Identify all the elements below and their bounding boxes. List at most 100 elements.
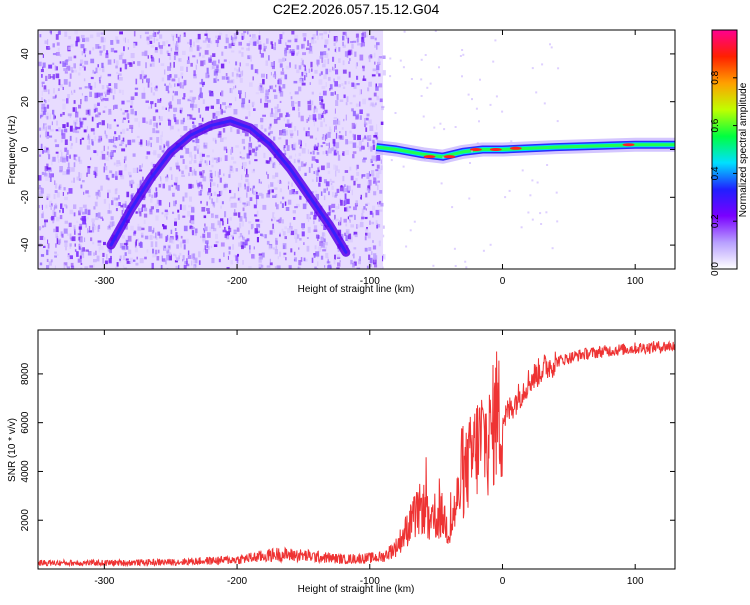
noise-speckle: [358, 258, 361, 265]
noise-speckle: [172, 40, 175, 45]
noise-speckle: [276, 265, 281, 269]
noise-speckle: [169, 125, 174, 130]
noise-speckle: [85, 37, 90, 42]
noise-speckle: [114, 134, 116, 141]
noise-speckle: [104, 163, 106, 166]
noise-speckle: [126, 100, 131, 103]
noise-speckle: [118, 170, 123, 176]
noise-speckle: [181, 170, 184, 175]
noise-speckle: [70, 144, 73, 149]
noise-speckle: [175, 257, 180, 261]
noise-speckle: [367, 87, 370, 92]
noise-speckle: [41, 171, 45, 175]
noise-speckle: [116, 71, 118, 75]
noise-speckle: [220, 92, 222, 96]
noise-speckle: [190, 220, 195, 225]
noise-speckle: [202, 55, 205, 58]
noise-speckle: [289, 190, 293, 195]
noise-speckle: [225, 73, 228, 77]
noise-speckle: [303, 37, 306, 42]
noise-speckle: [363, 75, 365, 81]
noise-speckle: [250, 224, 253, 230]
noise-speckle: [382, 70, 386, 76]
noise-speckle: [203, 60, 206, 65]
noise-speckle: [327, 257, 329, 260]
noise-speckle: [333, 67, 335, 72]
noise-speckle: [193, 265, 196, 269]
noise-speckle: [276, 104, 279, 108]
noise-speckle: [80, 99, 82, 105]
noise-speckle: [238, 67, 240, 72]
noise-speckle: [168, 245, 171, 249]
noise-speckle: [324, 241, 328, 246]
noise-speckle: [66, 149, 69, 155]
noise-speckle: [195, 64, 197, 70]
noise-speckle: [345, 223, 348, 227]
noise-speckle: [271, 218, 273, 222]
noise-speckle: [64, 71, 68, 74]
noise-speckle: [75, 117, 79, 121]
noise-speckle: [141, 227, 145, 231]
noise-speckle: [198, 251, 201, 258]
sparse-speckle: [551, 247, 554, 250]
noise-speckle: [88, 83, 91, 89]
noise-speckle: [165, 107, 167, 110]
noise-speckle: [94, 136, 97, 142]
noise-speckle: [345, 34, 348, 40]
noise-speckle: [246, 153, 250, 159]
noise-speckle: [231, 50, 235, 53]
noise-speckle: [106, 85, 109, 89]
noise-speckle: [345, 114, 347, 121]
noise-speckle: [356, 83, 360, 86]
noise-speckle: [111, 200, 114, 206]
colorbar-tick-label: 0.6: [710, 118, 721, 132]
noise-speckle: [155, 86, 158, 92]
noise-speckle: [246, 238, 250, 242]
sparse-speckle: [462, 53, 465, 56]
noise-speckle: [329, 126, 332, 131]
noise-speckle: [261, 73, 265, 78]
noise-speckle: [178, 77, 180, 84]
noise-speckle: [189, 160, 192, 164]
noise-speckle: [184, 192, 188, 198]
noise-speckle: [207, 211, 211, 214]
noise-speckle: [325, 68, 329, 75]
noise-speckle: [152, 116, 156, 121]
noise-speckle: [218, 191, 222, 196]
noise-speckle: [108, 224, 110, 229]
noise-speckle: [297, 50, 300, 55]
noise-speckle: [59, 54, 62, 57]
noise-speckle: [89, 265, 94, 268]
noise-speckle: [192, 55, 196, 58]
noise-speckle: [329, 84, 333, 90]
noise-speckle: [258, 144, 261, 148]
noise-speckle: [182, 196, 185, 202]
noise-speckle: [211, 223, 215, 229]
noise-speckle: [288, 45, 291, 48]
noise-speckle: [38, 148, 42, 154]
noise-speckle: [269, 230, 273, 235]
noise-speckle: [127, 39, 129, 43]
noise-speckle: [93, 206, 96, 210]
noise-speckle: [139, 211, 142, 217]
noise-speckle: [67, 266, 70, 269]
noise-speckle: [377, 60, 381, 65]
noise-speckle: [110, 152, 113, 156]
noise-speckle: [239, 216, 243, 222]
noise-speckle: [41, 97, 43, 101]
snr-y-tick-label: 6000: [20, 411, 31, 434]
noise-speckle: [63, 228, 68, 234]
noise-speckle: [103, 166, 108, 171]
noise-speckle: [278, 78, 282, 85]
noise-speckle: [137, 61, 141, 66]
noise-speckle: [251, 254, 256, 260]
noise-speckle: [282, 231, 286, 236]
noise-speckle: [187, 211, 191, 217]
noise-speckle: [183, 145, 186, 149]
noise-speckle: [369, 257, 373, 264]
noise-speckle: [124, 267, 127, 269]
noise-speckle: [334, 218, 339, 222]
noise-speckle: [102, 252, 105, 257]
noise-speckle: [261, 252, 265, 258]
